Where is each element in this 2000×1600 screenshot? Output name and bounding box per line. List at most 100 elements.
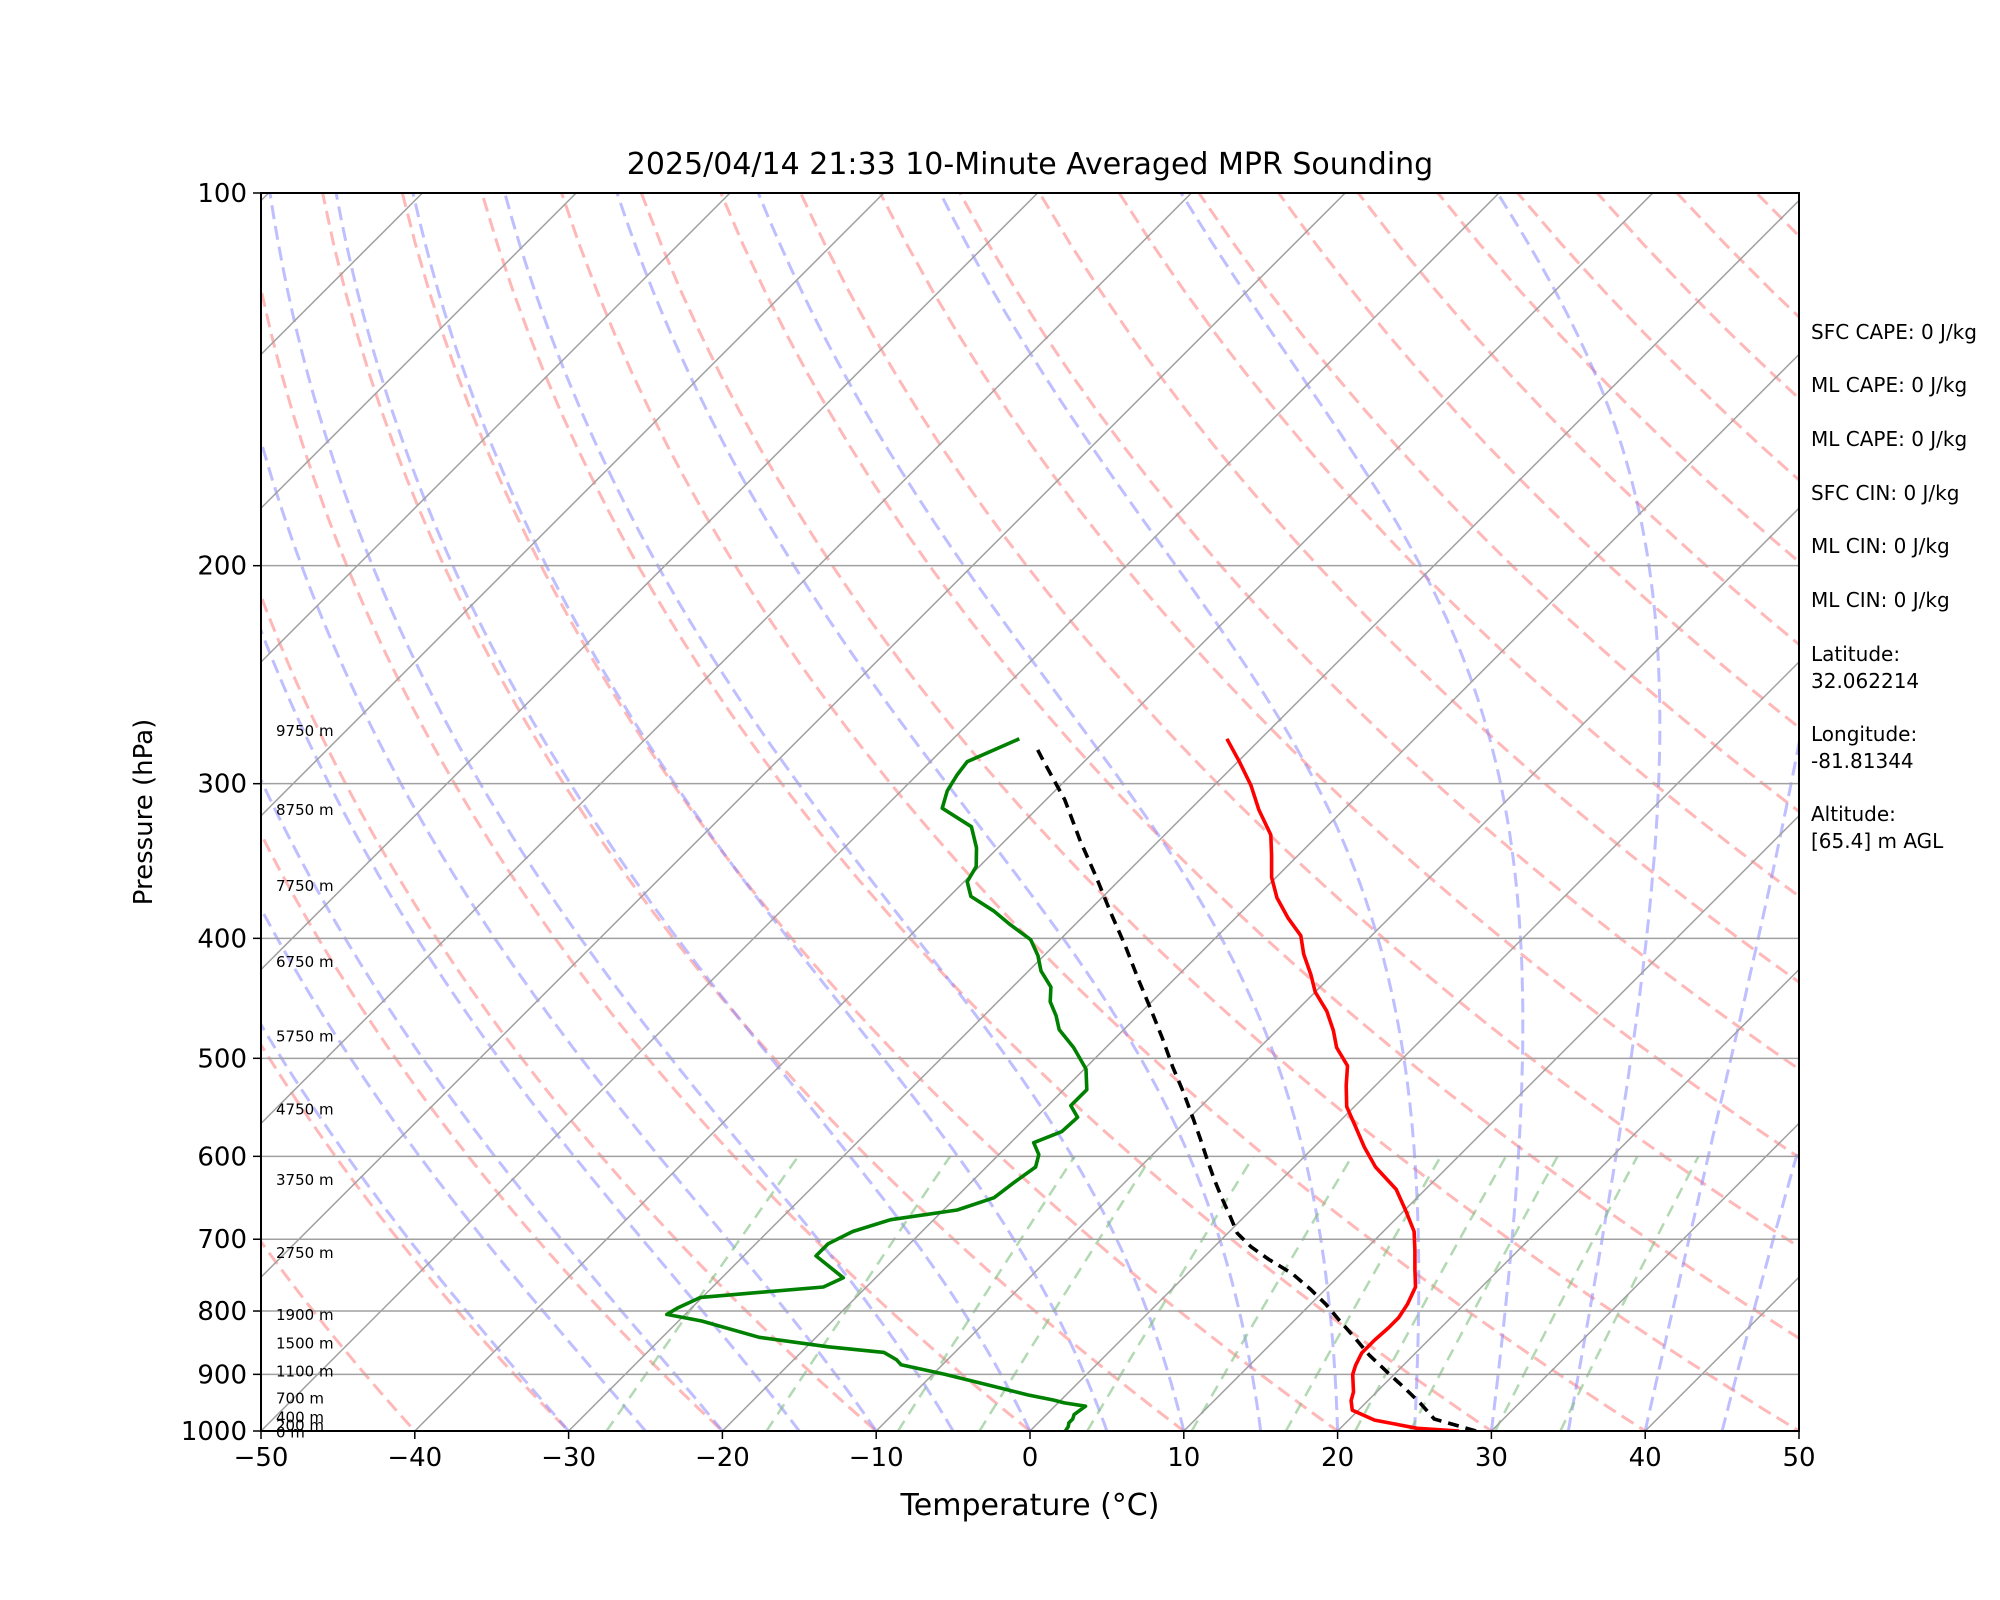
mixing-ratio-line: [605, 1155, 800, 1431]
dewpoint-profile: [665, 737, 1089, 1431]
x-tick-label: −30: [541, 1443, 596, 1473]
mixing-ratio-line: [1086, 1155, 1255, 1431]
moist-adiabat-line: [503, 193, 1186, 1431]
x-axis-label: Temperature (°C): [900, 1488, 1160, 1523]
isotherms: [0, 193, 1799, 1431]
mixing-ratio-line: [1190, 1155, 1354, 1431]
x-tick-label: −40: [387, 1443, 442, 1473]
x-tick-label: 40: [1629, 1443, 1662, 1473]
sfc-cin-text: SFC CIN: 0 J/kg: [1811, 481, 1959, 505]
mixing-ratio-lines: [605, 1155, 1700, 1431]
dry-adiabat-line: [480, 193, 1495, 1431]
isotherm-line: [1490, 1122, 1799, 1431]
height-label: 9750 m: [276, 722, 334, 740]
height-label: 2750 m: [276, 1244, 334, 1262]
dry-adiabat-line: [261, 281, 1033, 1431]
moist-adiabat-line: [261, 905, 647, 1431]
mixing-ratio-line: [765, 1155, 952, 1431]
dry-adiabat-line: [261, 1239, 417, 1431]
x-tick-label: −10: [849, 1443, 904, 1473]
isotherm-line: [1337, 968, 1799, 1431]
height-labels: 9750 m 8750 m 7750 m 6750 m 5750 m 4750 m 3750…: [276, 722, 334, 1442]
isotherm-line: [261, 193, 1192, 1125]
dry-adiabats: [261, 193, 2000, 1457]
x-tick-label: 10: [1167, 1443, 1200, 1473]
dry-adiabat-line: [878, 193, 1799, 1160]
isotherm-line: [261, 193, 731, 664]
height-label: 200 m: [276, 1417, 324, 1435]
moist-adiabat-line: [411, 193, 1109, 1431]
y-tick-label: 800: [197, 1297, 247, 1327]
isotherm-line: [0, 193, 115, 1431]
dry-adiabat-line: [261, 592, 879, 1431]
mixing-ratio-line: [1559, 1155, 1700, 1431]
dry-adiabat-line: [1996, 193, 2000, 1457]
height-label: 8750 m: [276, 801, 334, 819]
height-label: 6750 m: [276, 953, 334, 971]
moist-adiabats: [261, 193, 1799, 1431]
dry-adiabat-line: [261, 830, 725, 1431]
isotherm-line: [721, 353, 1799, 1431]
x-tick-label: 50: [1782, 1443, 1815, 1473]
y-tick-label: 500: [197, 1044, 247, 1074]
ml-cin-text-2: ML CIN: 0 J/kg: [1811, 588, 1950, 612]
y-tick-label: 900: [197, 1360, 247, 1390]
dry-adiabat-line: [560, 193, 1649, 1431]
moist-adiabat-line: [1496, 193, 1662, 1431]
moist-adiabat-line: [1179, 193, 1525, 1431]
moist-adiabat-line: [615, 193, 1263, 1431]
dry-adiabat-line: [1117, 193, 1799, 899]
height-label: 0 m: [276, 1424, 305, 1442]
height-label: 7750 m: [276, 877, 334, 895]
isotherm-line: [1183, 814, 1799, 1431]
height-label: 1100 m: [276, 1362, 334, 1380]
dry-adiabat-line: [639, 193, 1799, 1431]
isotherm-line: [261, 193, 577, 510]
dry-adiabat-line: [958, 193, 1799, 1071]
height-label: 3750 m: [276, 1171, 334, 1189]
longitude-label: Longitude:: [1811, 722, 1917, 746]
y-axis-ticks: 100 200 300 400 500 600 700 800 900 1000: [181, 179, 261, 1447]
moist-adiabat-line: [334, 193, 1032, 1431]
mixing-ratio-line: [1409, 1155, 1559, 1431]
side-panel: SFC CAPE: 0 J/kg ML CAPE: 0 J/kg ML CAPE…: [1811, 320, 1977, 853]
moist-adiabat-line: [938, 193, 1421, 1431]
dry-adiabat-line: [261, 1042, 571, 1431]
dry-adiabat-line: [400, 193, 1341, 1431]
moist-adiabat-line: [268, 193, 955, 1431]
height-label: 1500 m: [276, 1335, 334, 1353]
latitude-label: Latitude:: [1811, 642, 1900, 666]
isotherm-line: [261, 193, 885, 817]
height-label: 1900 m: [276, 1306, 334, 1324]
ml-cape-text-2: ML CAPE: 0 J/kg: [1811, 427, 1967, 451]
moist-adiabat-line: [1643, 735, 1799, 1431]
x-tick-label: 20: [1321, 1443, 1354, 1473]
height-label: 5750 m: [276, 1027, 334, 1045]
y-tick-label: 1000: [181, 1417, 247, 1447]
longitude-value: -81.81344: [1811, 749, 1914, 773]
sfc-cape-text: SFC CAPE: 0 J/kg: [1811, 320, 1977, 344]
dry-adiabat-line: [1197, 193, 1799, 814]
x-tick-label: −20: [695, 1443, 750, 1473]
isotherm-line: [261, 193, 1039, 971]
altitude-label: Altitude:: [1811, 802, 1896, 826]
isotherm-line: [261, 193, 1346, 1279]
height-label: 400 m: [276, 1408, 324, 1426]
isotherm-line: [414, 193, 1654, 1431]
altitude-value: [65.4] m AGL: [1811, 829, 1944, 853]
y-axis-label: Pressure (hPa): [129, 719, 159, 906]
isotherm-line: [1029, 660, 1799, 1431]
latitude-value: 32.062214: [1811, 669, 1919, 693]
moist-adiabat-line: [261, 626, 801, 1431]
x-tick-label: −50: [234, 1443, 289, 1473]
parcel-profile: [1033, 743, 1477, 1431]
temperature-profile: [1225, 737, 1460, 1431]
ml-cin-text-1: ML CIN: 0 J/kg: [1811, 534, 1950, 558]
moist-adiabat-line: [756, 193, 1340, 1431]
isotherm-line: [875, 507, 1799, 1431]
dry-adiabat-line: [719, 193, 1799, 1340]
mixing-ratio-line: [1494, 1155, 1639, 1431]
dry-adiabat-line: [321, 193, 1187, 1431]
plot-frame: [260, 192, 1800, 1432]
